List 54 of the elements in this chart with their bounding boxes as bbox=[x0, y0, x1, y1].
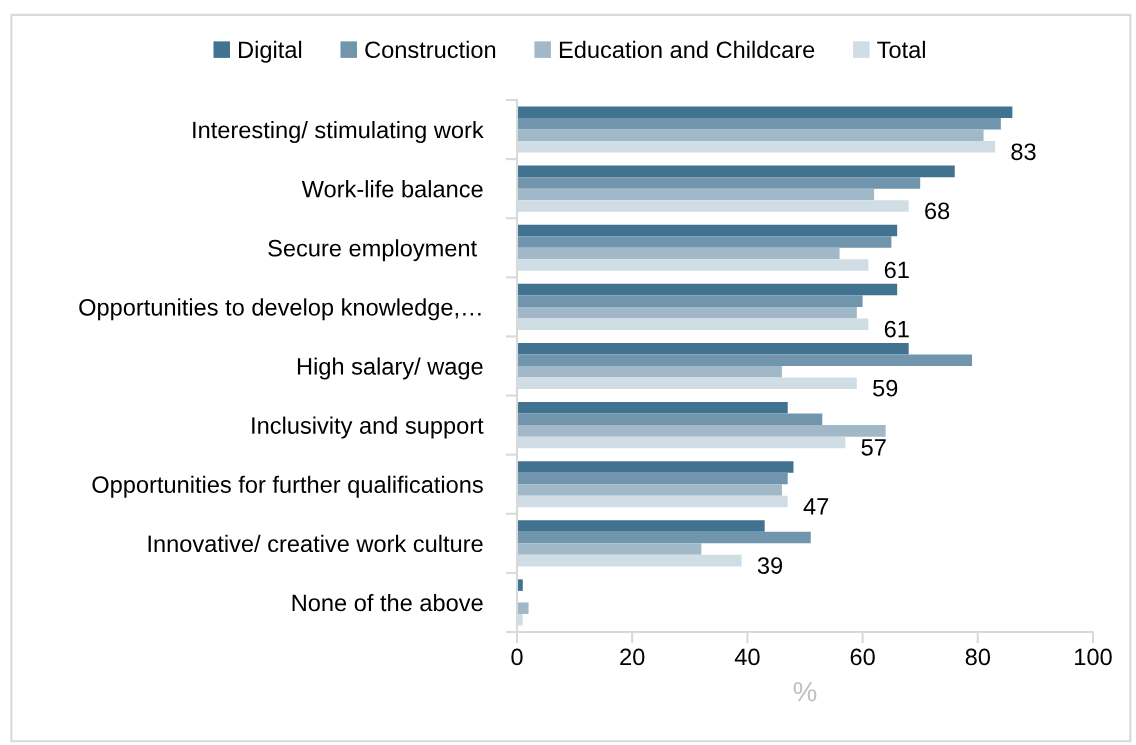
bar bbox=[517, 543, 702, 555]
data-label: 57 bbox=[861, 439, 886, 456]
y-tick-label: Secure employment bbox=[268, 239, 477, 262]
y-tick-label: Opportunities to develop knowledge,… bbox=[79, 298, 481, 321]
bar bbox=[517, 236, 892, 248]
y-tick-label: Innovative/ creative work culture bbox=[148, 534, 483, 553]
bar bbox=[517, 402, 788, 414]
y-tick-label: Interesting/ stimulating work bbox=[193, 121, 484, 144]
x-tick-label: 80 bbox=[965, 648, 991, 666]
data-label: 59 bbox=[873, 379, 898, 397]
data-label: 83 bbox=[1011, 143, 1036, 161]
x-tick-label: 40 bbox=[734, 648, 760, 666]
y-tick-label: Work-life balance bbox=[301, 180, 483, 198]
bar bbox=[517, 177, 921, 189]
x-tick-label: 100 bbox=[1075, 648, 1112, 666]
legend-label: Digital bbox=[239, 40, 302, 63]
data-label: 39 bbox=[757, 557, 783, 574]
bar bbox=[517, 413, 823, 426]
data-label: 61 bbox=[884, 261, 909, 279]
y-tick-label: Inclusivity and support bbox=[252, 416, 484, 439]
bar bbox=[517, 531, 811, 544]
y-tick-label: Opportunities for further qualifications bbox=[92, 475, 483, 498]
legend-label: Construction bbox=[365, 40, 496, 59]
bar bbox=[517, 579, 523, 591]
bar bbox=[517, 118, 1001, 130]
bar bbox=[517, 520, 765, 532]
data-label: 61 bbox=[884, 320, 909, 338]
bar bbox=[517, 602, 529, 614]
bar bbox=[517, 366, 782, 378]
bar bbox=[517, 295, 863, 307]
bar bbox=[517, 472, 788, 485]
legend-label: Total bbox=[877, 40, 925, 59]
y-tick-label: None of the above bbox=[292, 593, 483, 612]
bar bbox=[517, 106, 1013, 119]
bar bbox=[517, 425, 886, 437]
bar bbox=[517, 354, 973, 366]
bar bbox=[517, 188, 875, 201]
x-axis-title: % bbox=[793, 681, 817, 702]
bar bbox=[517, 283, 898, 296]
x-tick-label: 20 bbox=[620, 648, 645, 666]
data-label: 47 bbox=[803, 498, 829, 515]
legend-label: Education and Childcare bbox=[559, 40, 815, 59]
bar bbox=[517, 224, 898, 237]
bar bbox=[517, 461, 794, 473]
bar bbox=[517, 306, 857, 319]
bar bbox=[517, 129, 984, 142]
x-tick-label: 0 bbox=[511, 648, 523, 666]
bar bbox=[517, 484, 782, 496]
y-tick-label: High salary/ wage bbox=[297, 357, 483, 380]
data-label: 68 bbox=[925, 202, 950, 220]
bar bbox=[517, 247, 840, 260]
bar bbox=[517, 342, 909, 355]
x-tick-label: 60 bbox=[850, 648, 875, 666]
bar bbox=[517, 165, 955, 178]
